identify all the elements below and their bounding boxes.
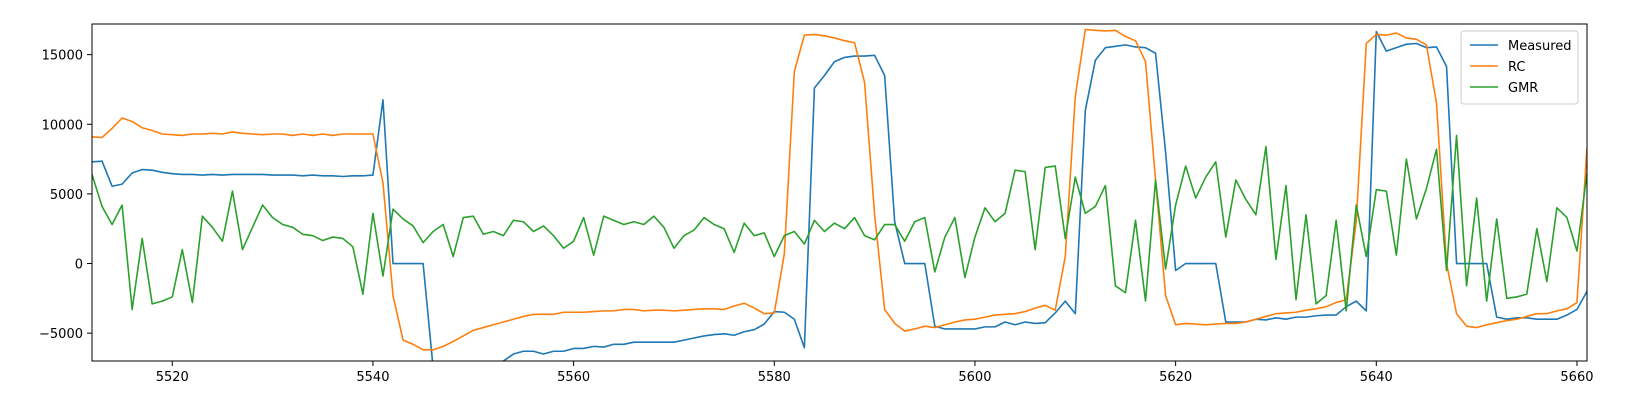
x-tick-label: 5620 xyxy=(1159,370,1192,385)
series-layer xyxy=(92,28,1587,361)
y-tick-label: 0 xyxy=(75,258,83,273)
y-tick-label: 15000 xyxy=(42,49,83,64)
y-axis: −5000 0 5000 10000 15000 xyxy=(39,49,92,342)
y-tick-label: −5000 xyxy=(39,327,83,342)
y-tick-label: 5000 xyxy=(50,188,83,203)
x-tick-label: 5540 xyxy=(356,370,389,385)
x-tick-label: 5560 xyxy=(557,370,590,385)
y-tick-label: 10000 xyxy=(42,118,83,133)
x-tick-label: 5600 xyxy=(958,370,991,385)
x-tick-label: 5660 xyxy=(1560,370,1593,385)
x-tick-label: 5580 xyxy=(758,370,791,385)
series-line-gmr xyxy=(92,134,1587,312)
x-tick-label: 5520 xyxy=(156,370,189,385)
x-axis: 5520 5540 5560 5580 5600 5620 5640 5660 xyxy=(156,361,1594,385)
x-tick-label: 5640 xyxy=(1360,370,1393,385)
legend-box xyxy=(1460,30,1579,105)
plot-frame xyxy=(91,23,1588,362)
legend: Measured RC GMR xyxy=(1460,30,1579,105)
legend-label-measured: Measured xyxy=(1508,39,1572,54)
series-line-rc xyxy=(92,28,1587,351)
legend-label-rc: RC xyxy=(1508,60,1525,75)
legend-label-gmr: GMR xyxy=(1508,81,1538,96)
plot-area xyxy=(92,24,1587,361)
